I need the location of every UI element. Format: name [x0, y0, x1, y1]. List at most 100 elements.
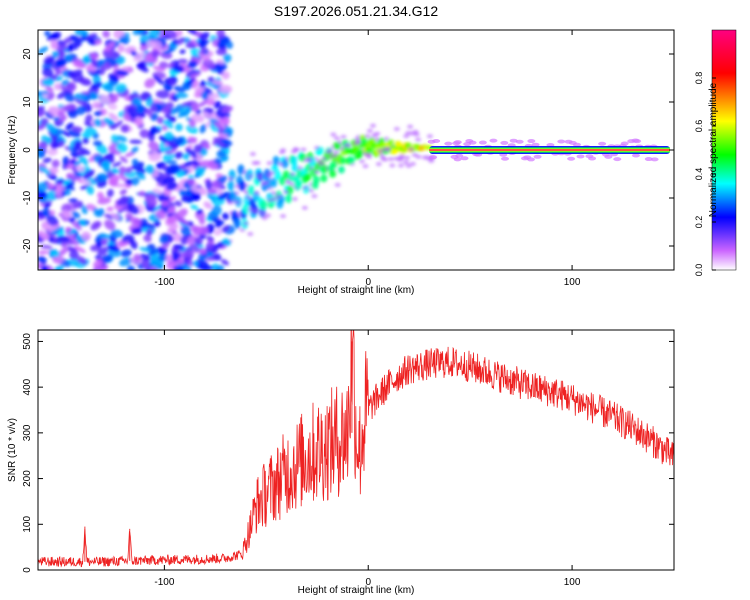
heatmap-cell — [103, 84, 115, 93]
heatmap-cell — [213, 137, 224, 147]
heatmap-cell — [69, 35, 81, 43]
snr-axes: -100 0 100 0 100 200 300 400 500 — [22, 330, 674, 588]
heatmap-cell — [112, 161, 122, 168]
heatmap-cell — [650, 157, 659, 162]
heatmap-cell — [157, 246, 165, 255]
heatmap-cell — [411, 152, 418, 157]
heatmap-cell — [337, 165, 345, 174]
heatmap-cell — [46, 32, 58, 41]
heatmap-cell — [139, 247, 152, 252]
heatmap-cell — [206, 235, 215, 242]
heatmap-cell — [42, 93, 49, 99]
heatmap-cell — [108, 144, 117, 153]
heatmap-cell — [271, 197, 278, 202]
heatmap-cell — [64, 93, 75, 103]
heatmap-cell — [39, 140, 48, 150]
heatmap-cell — [120, 124, 130, 133]
heatmap-cell — [531, 142, 540, 147]
heatmap-cell — [106, 206, 114, 212]
heatmap-cell — [115, 70, 129, 76]
heatmap-cell — [295, 179, 303, 189]
heatmap-cell — [139, 91, 151, 101]
snr-background — [38, 330, 674, 570]
heatmap-cell — [81, 205, 89, 215]
heatmap-cell — [57, 116, 68, 123]
heatmap-cell — [213, 253, 222, 261]
y-tick-label: 20 — [22, 48, 33, 60]
heatmap-cell — [153, 75, 165, 85]
heatmap-cell — [174, 151, 184, 159]
heatmap-cell — [99, 233, 113, 240]
y-tick-label: 100 — [22, 516, 33, 533]
heatmap-cell — [124, 95, 132, 102]
heatmap-cell — [40, 244, 53, 249]
heatmap-cell — [92, 75, 101, 84]
heatmap-cell — [42, 67, 54, 78]
y-tick-label: -20 — [22, 238, 33, 253]
heatmap-cell — [285, 193, 293, 204]
heatmap-cell — [50, 39, 61, 49]
heatmap-cell — [158, 197, 172, 203]
heatmap-cell — [74, 97, 87, 106]
heatmap-cell — [93, 258, 104, 268]
heatmap-cell — [177, 217, 190, 226]
heatmap-cell — [221, 212, 229, 220]
heatmap-cell — [90, 220, 102, 231]
heatmap-cell — [205, 180, 213, 190]
heatmap-cell — [404, 155, 411, 160]
heatmap-cell — [644, 157, 653, 162]
heatmap-cell — [51, 141, 60, 149]
y-tick-label: 500 — [22, 333, 33, 350]
y-tick-label: 300 — [22, 424, 33, 441]
heatmap-cell — [193, 144, 203, 154]
snr-panel: -100 0 100 0 100 200 300 400 500 Height of strai… — [7, 329, 675, 596]
heatmap-cell — [407, 124, 414, 129]
x-tick-label: 100 — [564, 577, 581, 588]
heatmap-cell — [334, 182, 341, 187]
x-tick-label: 0 — [365, 277, 371, 288]
heatmap-cell — [329, 169, 337, 178]
heatmap-cell — [57, 50, 65, 58]
heatmap-cell — [150, 113, 159, 122]
heatmap-cell — [60, 129, 71, 137]
heatmap-cell — [168, 141, 176, 149]
heatmap-cell — [187, 30, 197, 35]
heatmap-cell — [74, 245, 86, 254]
heatmap-cell — [65, 122, 74, 131]
heatmap-cell — [155, 209, 167, 220]
heatmap-cell — [247, 184, 255, 196]
heatmap-cell — [191, 104, 199, 112]
heatmap-cell — [358, 159, 365, 164]
heatmap-cell — [198, 253, 207, 261]
heatmap-cell — [139, 44, 148, 52]
colorbar-label: Normalized spectral amplitude — [708, 82, 719, 217]
heatmap-cell — [205, 242, 214, 250]
snr-x-label: Height of straight line (km) — [298, 585, 415, 596]
heatmap-cell — [97, 191, 105, 200]
heatmap-cell — [152, 188, 163, 195]
heatmap-cell — [72, 126, 84, 132]
heatmap-cell — [300, 147, 307, 152]
heatmap-cell — [301, 205, 308, 210]
heatmap-cell — [159, 234, 170, 245]
heatmap-cell — [55, 187, 63, 198]
colorbar-tick-label: 0.0 — [694, 264, 704, 277]
heatmap-cell — [61, 210, 72, 218]
heatmap-cell — [158, 61, 169, 69]
heatmap-cell — [71, 211, 81, 219]
heatmap-cell — [38, 256, 47, 263]
heatmap-cell — [77, 147, 91, 156]
heatmap-cell — [413, 132, 420, 137]
heatmap-cell — [345, 143, 352, 148]
heatmap-cell — [155, 90, 170, 99]
heatmap-cell — [38, 250, 49, 255]
heatmap-cell — [112, 120, 123, 130]
heatmap-cell — [269, 171, 276, 176]
heatmap-cell — [133, 253, 142, 262]
heatmap-cell — [296, 165, 303, 170]
heatmap-cell — [403, 134, 410, 139]
heatmap-cell — [97, 246, 109, 257]
heatmap-cell — [79, 179, 91, 185]
heatmap-cell — [67, 258, 81, 267]
